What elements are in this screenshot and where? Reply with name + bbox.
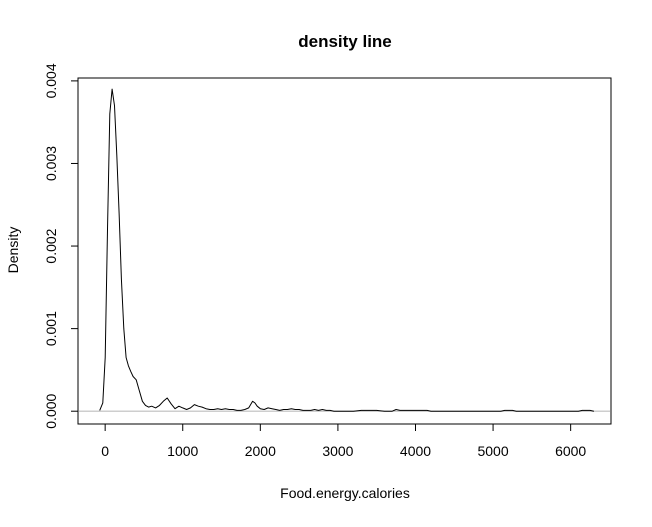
plot-area-border — [77, 77, 612, 425]
x-tick-label: 3000 — [322, 443, 353, 459]
x-axis: 0 1000 2000 3000 4000 5000 6000 — [101, 423, 586, 459]
y-tick-label: 0.002 — [43, 228, 59, 263]
y-tick-label: 0.001 — [43, 311, 59, 346]
y-tick-label: 0.003 — [43, 146, 59, 181]
y-axis: 0.000 0.001 0.002 0.003 0.004 — [43, 63, 79, 429]
x-tick-label: 4000 — [400, 443, 431, 459]
chart-title: density line — [298, 32, 392, 51]
y-axis-label: Density — [5, 227, 21, 274]
series-layer — [99, 88, 595, 412]
x-tick-label: 6000 — [555, 443, 586, 459]
x-tick-label: 1000 — [167, 443, 198, 459]
x-tick-label: 0 — [101, 443, 109, 459]
y-tick-label: 0.004 — [43, 63, 59, 98]
density-line — [99, 88, 595, 412]
x-axis-label: Food.energy.calories — [280, 485, 410, 501]
x-tick-label: 2000 — [245, 443, 276, 459]
y-tick-label: 0.000 — [43, 393, 59, 428]
x-tick-label: 5000 — [477, 443, 508, 459]
